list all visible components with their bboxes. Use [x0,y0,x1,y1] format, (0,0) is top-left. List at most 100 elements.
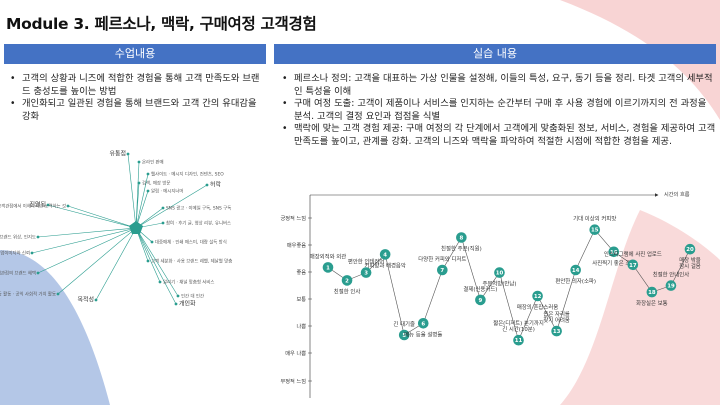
journey-link [575,229,596,271]
journey-point-number: 16 [610,250,618,256]
journey-point-label: 사진찍기 좋은 조명 [592,259,635,267]
mindmap-node-label: 공감 능력 · 고객관점에서 이해하려고 노력하는 것 [0,203,66,210]
mindmap-node-label: 유통점 [109,151,126,158]
feeling-level-label: 보통 [296,296,306,303]
feeling-level-label: 나쁨 [296,322,306,330]
journey-link [480,272,500,301]
journey-point-label: 기대 이상의 커피맛 [573,215,616,223]
list-item: 구매 여정 도출: 고객이 제품이나 서비스를 인지하는 순간부터 구매 후 사… [276,98,716,123]
journey-point-number: 6 [421,321,425,327]
mindmap-node-label: SNS 광고 · 이메일 구독, SNS 구독 [166,205,231,212]
practice-content-list: 페르소나 정의: 고객을 대표하는 가상 인물을 설정해, 이들의 특성, 요구… [276,73,716,148]
mindmap-branch [37,227,137,238]
mindmap-node-label: 목적성 [77,296,94,304]
journey-link [537,295,557,332]
journey-point [551,325,562,337]
journey-link [422,269,444,324]
journey-point-label: 매장외적와 외관 [310,252,346,260]
mindmap-node-dot [137,160,141,164]
mindmap-node-dot [94,298,98,302]
feeling-level-label: 매우좋음 [287,241,306,249]
mindmap-node-label: 알리기 · 채널 맞춤형 서비스 [163,279,214,286]
mindmap-branch [135,227,179,297]
mindmap-node-dot [36,271,40,275]
journey-point [437,264,448,276]
journey-point [684,243,696,255]
slide-title: Module 3. 페르소나, 맥락, 구매여정 고객경험 [6,15,317,33]
journey-point [608,246,620,258]
journey-point-label: 메뉴 등을 설명들 [404,330,442,338]
mindmap-node-label: 허락 [210,181,222,189]
mindmap-node-dot [46,203,50,207]
left-section-header: 수업내용 [4,44,266,64]
journey-point [379,249,391,260]
journey-point-number: 9 [479,298,483,304]
journey-link [442,236,462,271]
journey-point-number: 1 [326,265,330,271]
mindmap-node-dot [146,172,150,176]
feeling-level-label: 좋음 [296,269,306,276]
mindmap-node-dot [158,280,162,284]
journey-point-label: 친절한 인사 [334,287,361,295]
mindmap-node-label: 웹사이트 · 메시지 디자인, 컨텐츠, SEO [151,171,224,178]
journey-point-number: 3 [364,271,368,277]
mindmap-branch [47,204,137,229]
journey-point [456,232,467,243]
journey-link [384,254,406,336]
journey-point-label: 매장 밖을 잠시 걸음 [679,256,701,270]
journey-point-label: 화장실은 보통 [636,299,668,307]
journey-point-label: 주문처방(만남) [482,280,516,288]
journey-link [461,237,482,301]
mindmap-node-dot [36,235,40,239]
journey-point-label: 편안한 의자(소파) [555,277,596,285]
journey-point-number: 8 [459,236,463,242]
feeling-level-label: 매우 나쁨 [285,349,306,357]
feeling-level-label: 부정적 느낌 [280,378,306,385]
journey-point-label: 커피향과 배경음악 [364,261,405,269]
journey-point-number: 20 [686,247,694,253]
mindmap-node-dot [205,183,209,187]
list-item: 맥락에 맞는 고객 경험 제공: 구매 여정의 각 단계에서 고객에게 맞춤화된… [276,123,716,148]
mindmap-node-dot [161,206,165,210]
list-item: 고객의 상황과 니즈에 적합한 경험을 통해 고객 만족도와 브랜드 충성도를 … [4,73,266,98]
mindmap-node-dot [137,181,141,185]
mindmap-node-dot [161,221,165,225]
journey-link [499,272,520,341]
journey-point [570,264,581,276]
list-item: 개인화되고 일관된 경험을 통해 브랜드와 고객 간의 유대감을 강화 [4,98,266,123]
mindmap-node-dot [66,204,70,208]
journey-point [494,267,505,278]
journey-point-number: 12 [534,294,542,300]
journey-point [341,275,353,286]
mindmap-node-label: 고객 세분화 · 사용 브랜드 레벨, 제날별 맞춤 [151,258,232,265]
mindmap-node-label: 기업의 사회적 책임 · 기업이미지와 신뢰 [0,250,30,257]
mindmap-node-dot [30,251,34,255]
mindmap-node-label: 개인화 [179,300,196,308]
list-item: 페르소나 정의: 고객을 대표하는 가상 인물을 설정해, 이들의 특성, 요구… [276,73,716,98]
journey-point-label: 결제(신용카드) [463,285,497,293]
journey-point-number: 11 [515,338,523,344]
journey-point [589,224,601,235]
pentagon-icon [129,221,143,234]
mindmap-node-label: 검색, 매장 방문 [142,180,170,187]
mindmap-branch [37,227,137,274]
journey-point-label: 친절한 안내인사 [653,271,689,279]
journey-point-number: 10 [496,271,504,277]
mindmap-node-dot [174,302,178,306]
journey-point-label: 좁은 자리를 찾기 어려움 [543,310,570,324]
mindmap-branch [135,190,149,229]
mindmap-node-label: 대중매체 · 인쇄 매스미, 대량 설득 방식 [155,239,227,246]
mindmap-node-label: 온라인 판매 [142,159,164,166]
journey-link [556,269,577,332]
mindmap-node-dot [146,189,150,193]
mindmap-branch [135,227,177,305]
journey-link [518,295,539,341]
mindmap-node-label: 진열됨 [29,201,46,209]
journey-point-number: 19 [667,284,675,290]
mindmap-node-dot [56,292,60,296]
journey-link [632,264,653,293]
journey-point-number: 14 [572,268,580,274]
journey-point [417,318,429,329]
